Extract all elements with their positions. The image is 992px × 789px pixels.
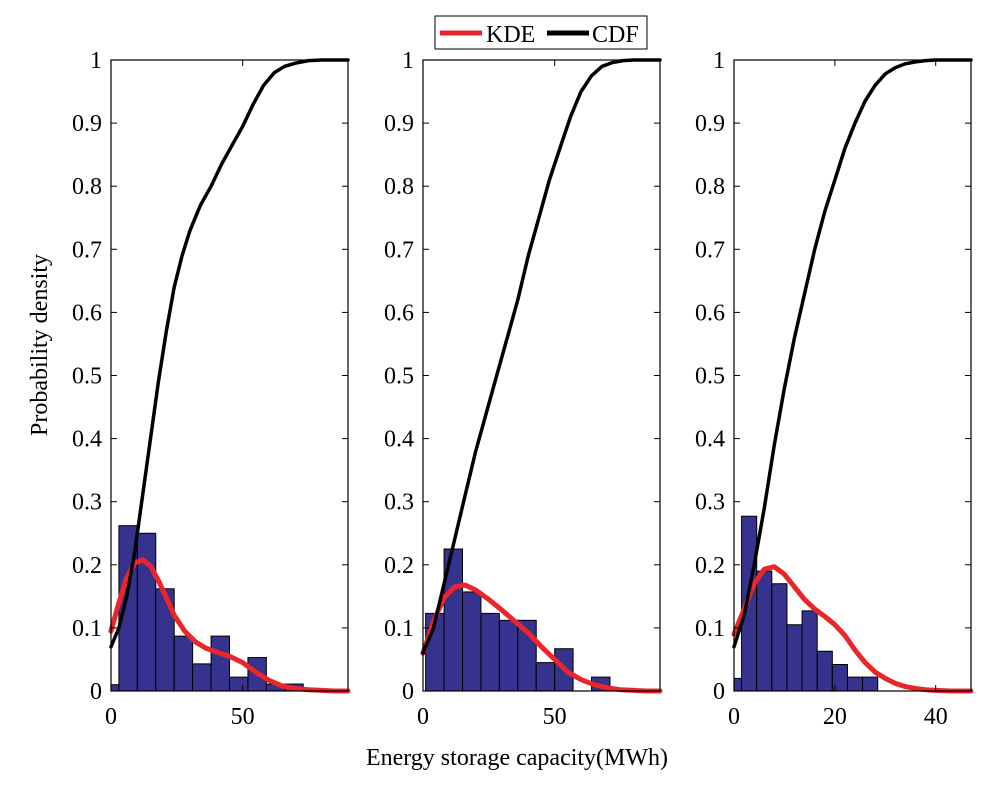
y-tick-label: 0.5	[695, 364, 725, 390]
y-axis-label: Probability density	[27, 254, 53, 436]
subplot-3: 0 0.1 0.2 0.3 0.4 0.5 0.6 0.7 0.8 0.9 1 0 20 40	[695, 48, 974, 730]
y-tick-label: 0.8	[384, 174, 414, 200]
y-tick-label: 0.8	[72, 174, 102, 200]
subplot-1: 0 0.1 0.2 0.3 0.4 0.5 0.6 0.7 0.8 0.9 1 0 50	[72, 48, 351, 730]
histogram-bar	[771, 583, 788, 692]
y-tick-label: 0.5	[384, 364, 414, 390]
y-tick-label: 0.2	[72, 553, 102, 579]
x-axis-label: Energy storage capacity(MWh)	[366, 745, 668, 771]
histogram	[110, 525, 304, 692]
histogram-bar	[498, 619, 519, 692]
x-tick-label: 40	[924, 704, 948, 730]
x-tick-label: 0	[105, 704, 117, 730]
histogram-bar	[862, 676, 879, 692]
subplot-2: 0 0.1 0.2 0.3 0.4 0.5 0.6 0.7 0.8 0.9 1 0 50	[384, 48, 663, 730]
y-tick-label: 0.4	[695, 427, 725, 453]
histogram-bar	[110, 684, 120, 692]
y-tick-label: 0.6	[384, 300, 414, 326]
x-tick-label: 0	[417, 704, 429, 730]
histogram-bar	[480, 612, 500, 692]
histogram	[425, 548, 611, 692]
histogram-bar	[462, 591, 482, 692]
y-tick-label: 1	[713, 48, 725, 74]
histogram-bar	[786, 624, 803, 692]
histogram	[733, 515, 879, 692]
y-tick-label: 0.2	[695, 553, 725, 579]
y-tick-label: 0.7	[695, 237, 725, 263]
y-tick-label: 1	[402, 48, 414, 74]
y-tick-label: 0.4	[72, 427, 102, 453]
kde-line	[420, 582, 663, 694]
kde-line	[108, 557, 351, 694]
x-tick-label: 20	[823, 704, 847, 730]
y-tick-label: 0.7	[72, 237, 102, 263]
y-tick-label: 0.9	[695, 111, 725, 137]
y-tick-label: 0.6	[695, 300, 725, 326]
histogram-bar	[210, 635, 230, 692]
histogram-bar	[846, 676, 864, 692]
y-tick-label: 1	[90, 48, 102, 74]
y-tick-label: 0.6	[72, 300, 102, 326]
y-tick-label: 0	[402, 679, 414, 705]
histogram-bar	[535, 662, 556, 692]
y-tick-label: 0.4	[384, 427, 414, 453]
x-tick-label: 50	[231, 704, 255, 730]
histogram-bar	[733, 677, 743, 692]
histogram-bar	[173, 635, 194, 692]
y-tick-label: 0.9	[72, 111, 102, 137]
y-tick-label: 0.1	[695, 616, 725, 642]
y-tick-label: 0.9	[384, 111, 414, 137]
y-tick-label: 0	[713, 679, 725, 705]
histogram-bar	[136, 532, 157, 692]
histogram-bar	[816, 650, 833, 692]
histogram-bar	[229, 676, 249, 692]
y-tick-label: 0.5	[72, 364, 102, 390]
histogram-bar	[192, 663, 212, 692]
cdf-line	[109, 58, 350, 649]
legend-cdf-label: CDF	[592, 22, 639, 48]
y-tick-label: 0	[90, 679, 102, 705]
y-tick-label: 0.3	[72, 490, 102, 516]
cdf-line	[732, 58, 973, 649]
legend-kde-label: KDE	[486, 22, 535, 48]
histogram-bar	[756, 570, 773, 692]
legend: KDE CDF	[434, 15, 648, 50]
y-tick-label: 0.1	[72, 616, 102, 642]
x-tick-label: 50	[543, 704, 567, 730]
y-tick-label: 0.3	[695, 490, 725, 516]
histogram-bar	[801, 610, 818, 692]
y-tick-label: 0.8	[695, 174, 725, 200]
y-tick-label: 0.1	[384, 616, 414, 642]
y-tick-label: 0.3	[384, 490, 414, 516]
cdf-line	[421, 58, 662, 655]
subplots: 00.10.20.30.40.50.60.70.80.910 5000.10.20…	[72, 48, 974, 730]
y-tick-label: 0.7	[384, 237, 414, 263]
x-tick-label: 0	[728, 704, 740, 730]
kde-line	[731, 564, 974, 694]
y-tick-label: 0.2	[384, 553, 414, 579]
